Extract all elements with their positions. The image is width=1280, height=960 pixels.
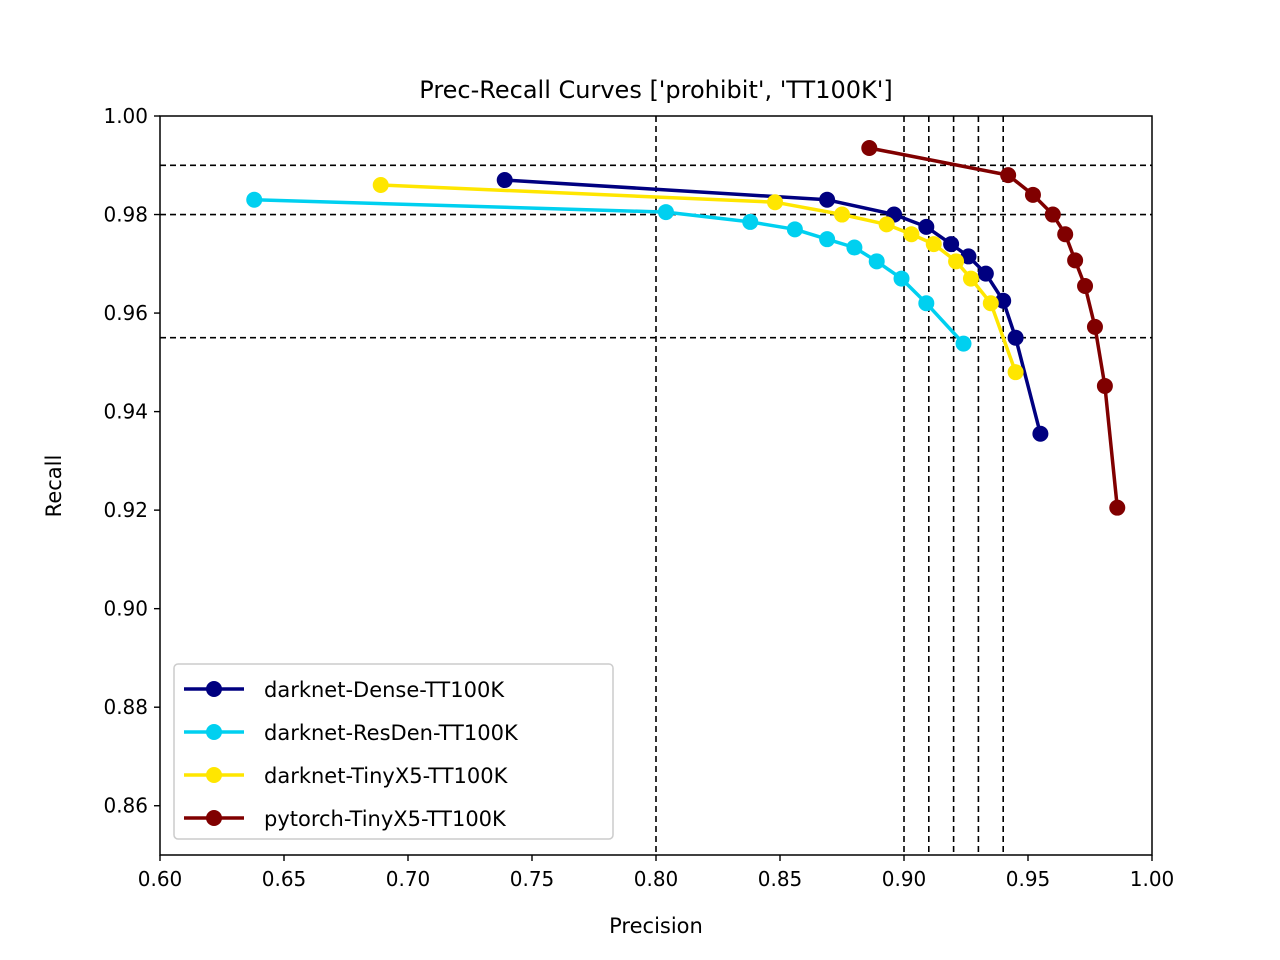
series-0-point-0 — [496, 172, 513, 189]
series-2-point-7 — [962, 270, 979, 287]
series-1-point-2 — [742, 213, 759, 230]
series-2-point-4 — [903, 226, 920, 243]
legend-marker-2 — [206, 767, 222, 783]
legend-label-0: darknet-Dense-TT100K — [264, 678, 505, 702]
series-2-point-3 — [878, 216, 895, 233]
legend-marker-3 — [206, 810, 222, 826]
x-tick-label-2: 0.70 — [386, 867, 431, 891]
x-tick-label-7: 0.95 — [1006, 867, 1051, 891]
series-1-point-0 — [246, 191, 263, 208]
legend-marker-1 — [206, 724, 222, 740]
x-tick-label-5: 0.85 — [758, 867, 803, 891]
y-tick-label-7: 1.00 — [103, 104, 148, 128]
series-3-point-9 — [1109, 499, 1126, 516]
series-1-point-3 — [786, 221, 803, 238]
series-1-point-8 — [918, 295, 935, 312]
series-1-point-4 — [819, 231, 836, 248]
series-1-point-7 — [893, 270, 910, 287]
series-3-point-8 — [1096, 377, 1113, 394]
series-2-point-2 — [834, 206, 850, 223]
series-2-point-0 — [372, 176, 389, 193]
series-3-point-4 — [1057, 226, 1074, 243]
series-0-point-5 — [960, 248, 977, 265]
series-0-point-4 — [943, 236, 960, 253]
series-0-point-9 — [1032, 425, 1049, 442]
legend-marker-0 — [206, 681, 222, 697]
series-3-point-0 — [861, 140, 878, 157]
series-line-2 — [380, 183, 1018, 373]
series-1-point-5 — [846, 239, 863, 256]
series-1-point-9 — [955, 335, 972, 352]
series-1-point-1 — [657, 204, 674, 221]
x-tick-label-4: 0.80 — [634, 867, 679, 891]
series-2-point-8 — [982, 295, 999, 312]
legend-label-1: darknet-ResDen-TT100K — [264, 721, 519, 745]
chart-title: Prec-Recall Curves ['prohibit', 'TT100K'… — [419, 76, 892, 104]
y-tick-label-6: 0.98 — [103, 203, 148, 227]
series-0-point-1 — [819, 191, 836, 208]
series-2-point-5 — [925, 236, 942, 253]
legend-label-2: darknet-TinyX5-TT100K — [264, 764, 509, 788]
y-tick-label-5: 0.96 — [103, 301, 148, 325]
series-3-point-2 — [1024, 186, 1041, 203]
x-tick-label-3: 0.75 — [510, 867, 555, 891]
series-2-point-6 — [948, 253, 965, 270]
series-3-point-3 — [1044, 206, 1061, 223]
y-tick-label-2: 0.90 — [103, 597, 148, 621]
y-tick-label-4: 0.94 — [103, 400, 148, 424]
series-1-point-6 — [868, 253, 885, 270]
series-0-point-3 — [918, 218, 935, 235]
y-axis-label: Recall — [42, 455, 66, 518]
series-3-point-5 — [1067, 252, 1084, 269]
x-tick-label-0: 0.60 — [138, 867, 183, 891]
series-line-0 — [504, 178, 1043, 435]
x-axis-label: Precision — [609, 914, 703, 938]
y-tick-label-0: 0.86 — [103, 794, 148, 818]
series-3-point-6 — [1077, 277, 1094, 294]
series-3-point-1 — [1000, 167, 1017, 184]
x-tick-label-8: 1.00 — [1130, 867, 1175, 891]
series-line-3 — [868, 146, 1120, 508]
y-tick-label-3: 0.92 — [103, 498, 148, 522]
legend: darknet-Dense-TT100K darknet-ResDen-TT100… — [173, 663, 614, 840]
series-2-point-9 — [1007, 364, 1024, 381]
series-0-point-7 — [995, 292, 1012, 309]
series-line-1 — [254, 198, 965, 345]
series-2-point-1 — [767, 194, 784, 211]
y-tick-label-1: 0.88 — [103, 695, 148, 719]
legend-box — [173, 663, 614, 840]
series-3-point-7 — [1086, 318, 1103, 335]
series-0-point-8 — [1007, 329, 1024, 346]
legend-label-3: pytorch-TinyX5-TT100K — [264, 807, 507, 831]
series-0-point-6 — [977, 265, 994, 282]
x-tick-label-6: 0.90 — [882, 867, 927, 891]
x-tick-label-1: 0.65 — [262, 867, 307, 891]
